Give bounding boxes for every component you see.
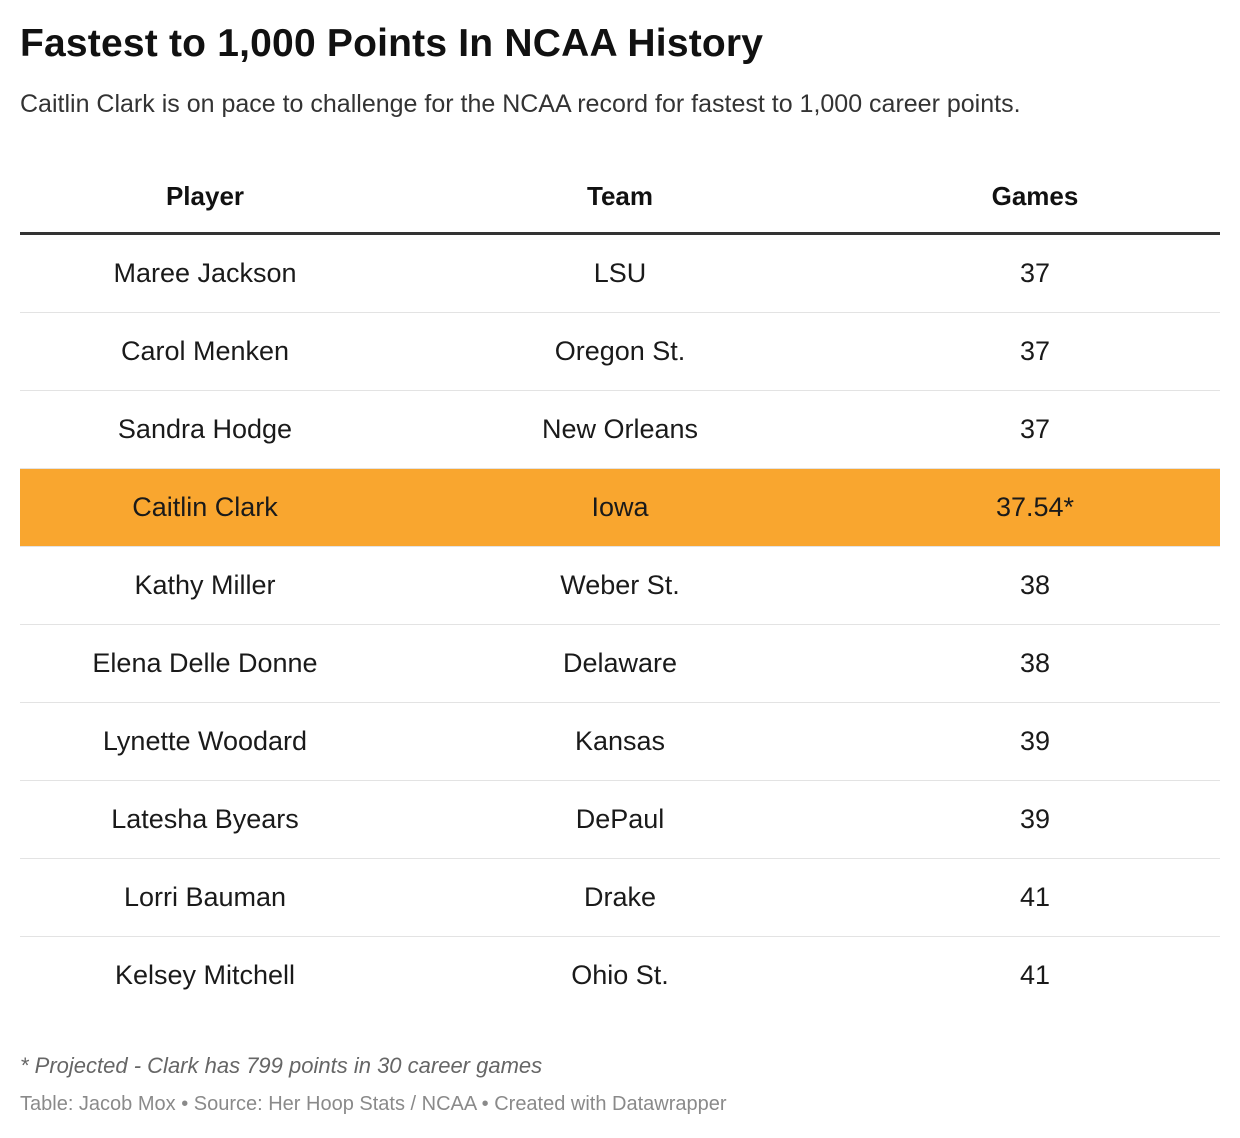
table-row: Sandra Hodge New Orleans 37: [20, 390, 1220, 469]
cell-team: Oregon St.: [390, 312, 850, 391]
cell-games: 37: [850, 312, 1220, 391]
cell-player: Elena Delle Donne: [20, 624, 390, 703]
data-table: Player Team Games Maree Jackson LSU 37 Caro…: [20, 160, 1220, 1014]
table-row-highlighted: Caitlin Clark Iowa 37.54*: [20, 468, 1220, 547]
source-credit: Table: Jacob Mox • Source: Her Hoop Stat…: [20, 1093, 727, 1115]
cell-team: Kansas: [390, 702, 850, 781]
cell-games: 37: [850, 390, 1220, 469]
table-row: Elena Delle Donne Delaware 38: [20, 624, 1220, 703]
cell-player: Latesha Byears: [20, 780, 390, 859]
cell-games: 37.54*: [850, 468, 1220, 547]
cell-player: Maree Jackson: [20, 233, 390, 313]
cell-team: Ohio St.: [571, 960, 669, 990]
column-header-team[interactable]: Team: [390, 160, 850, 235]
cell-team: Delaware: [390, 624, 850, 703]
cell-team: New Orleans: [390, 390, 850, 469]
cell-games: 38: [850, 546, 1220, 625]
cell-player: Lorri Bauman: [20, 858, 390, 937]
cell-player: Caitlin Clark: [20, 468, 390, 547]
chart-title: Fastest to 1,000 Points In NCAA History: [20, 22, 764, 65]
cell-team: Drake: [390, 858, 850, 937]
cell-player: Lynette Woodard: [20, 702, 390, 781]
table-row: Carol Menken Oregon St. 37: [20, 312, 1220, 391]
cell-player: Carol Menken: [20, 312, 390, 391]
cell-team: Iowa: [390, 468, 850, 547]
cell-team: DePaul: [390, 780, 850, 859]
cell-team: LSU: [390, 233, 850, 313]
table-row: Latesha Byears DePaul 39: [20, 780, 1220, 859]
cell-games: 39: [850, 780, 1220, 859]
chart-subtitle: Caitlin Clark is on pace to challenge fo…: [20, 90, 1021, 118]
cell-games: 37: [850, 233, 1220, 313]
table-row: Kelsey Mitchell Ohio St. 41: [20, 937, 1220, 1015]
cell-team: Weber St.: [390, 546, 850, 625]
table-row: Kathy Miller Weber St. 38: [20, 546, 1220, 625]
cell-games: 39: [850, 702, 1220, 781]
table-row: Lorri Bauman Drake 41: [20, 858, 1220, 937]
table-header-row: Player Team Games: [20, 160, 1220, 235]
cell-games: 41: [850, 858, 1220, 937]
cell-games: 41: [1019, 960, 1051, 990]
column-header-player[interactable]: Player: [20, 160, 390, 235]
table-row: Lynette Woodard Kansas 39: [20, 702, 1220, 781]
cell-player: Kelsey Mitchell: [114, 960, 296, 990]
table-row: Maree Jackson LSU 37: [20, 233, 1220, 313]
cell-player: Kathy Miller: [20, 546, 390, 625]
table-body: Maree Jackson LSU 37 Carol Menken Oregon St.…: [20, 233, 1220, 1015]
column-header-games[interactable]: Games: [850, 160, 1220, 235]
cell-player: Sandra Hodge: [20, 390, 390, 469]
footnote: * Projected - Clark has 799 points in 30…: [20, 1053, 543, 1078]
cell-games: 38: [850, 624, 1220, 703]
